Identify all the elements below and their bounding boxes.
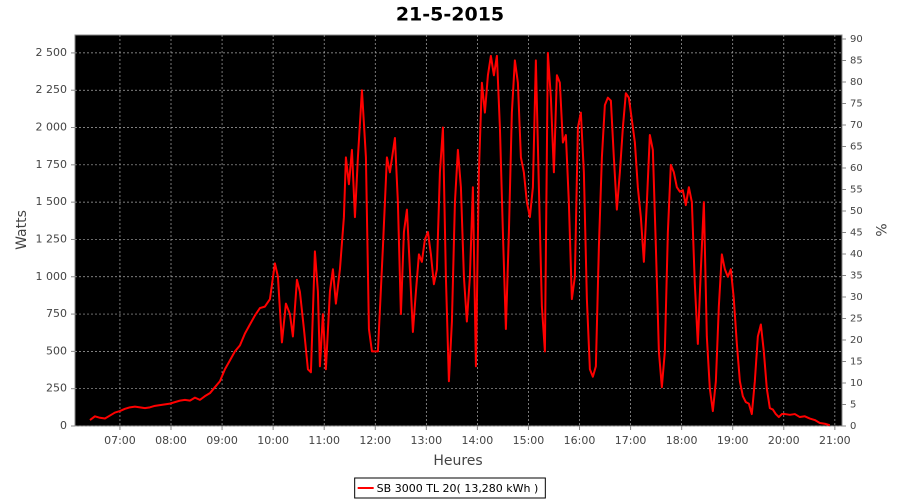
- x-tick-label: 17:00: [615, 434, 647, 447]
- y2-tick-label: 35: [850, 270, 863, 281]
- y2-tick-label: 65: [850, 141, 863, 152]
- y2-tick-label: 75: [850, 98, 863, 109]
- x-tick-label: 18:00: [666, 434, 698, 447]
- y-tick-label: 500: [46, 344, 67, 357]
- x-tick-label: 08:00: [155, 434, 187, 447]
- y2-tick-label: 40: [850, 249, 863, 260]
- y-tick-label: 1 000: [36, 270, 68, 283]
- y2-tick-label: 80: [850, 77, 863, 88]
- y-tick-label: 1 250: [36, 232, 68, 245]
- y2-axis-label: %: [872, 223, 888, 236]
- x-tick-label: 10:00: [257, 434, 289, 447]
- y-tick-label: 0: [60, 419, 67, 432]
- x-tick-label: 09:00: [206, 434, 238, 447]
- x-axis-label: Heures: [433, 453, 482, 469]
- y2-tick-label: 25: [850, 313, 863, 324]
- legend: SB 3000 TL 20( 13,280 kWh ): [354, 477, 546, 499]
- y-tick-label: 1 750: [36, 158, 68, 171]
- y-tick-label: 750: [46, 307, 67, 320]
- x-tick-label: 11:00: [308, 434, 340, 447]
- y2-tick-label: 60: [850, 163, 863, 174]
- x-tick-label: 14:00: [462, 434, 494, 447]
- y2-tick-label: 20: [850, 335, 863, 346]
- y-tick-label: 2 250: [36, 83, 68, 96]
- y2-tick-label: 85: [850, 55, 863, 66]
- y-tick-label: 2 000: [36, 121, 68, 134]
- x-tick-label: 12:00: [359, 434, 391, 447]
- x-tick-label: 21:00: [819, 434, 851, 447]
- x-tick-label: 19:00: [717, 434, 749, 447]
- y-axis-label: Watts: [14, 210, 30, 250]
- x-tick-label: 07:00: [104, 434, 136, 447]
- y2-tick-label: 55: [850, 184, 863, 195]
- legend-box: [354, 477, 546, 499]
- data-line: [89, 51, 831, 427]
- y2-tick-label: 15: [850, 356, 863, 367]
- y-tick-label: 1 500: [36, 195, 68, 208]
- chart-title: 21-5-2015: [396, 4, 504, 26]
- x-tick-label: 20:00: [768, 434, 800, 447]
- x-tick-label: 15:00: [513, 434, 545, 447]
- y2-tick-label: 70: [850, 120, 863, 131]
- x-tick-label: 13:00: [410, 434, 442, 447]
- y-tick-label: 250: [46, 382, 67, 395]
- y2-tick-label: 30: [850, 292, 863, 303]
- y2-tick-label: 0: [850, 421, 856, 432]
- legend-text: SB 3000 TL 20( 13,280 kWh ): [377, 482, 539, 495]
- y2-tick-label: 10: [850, 378, 863, 389]
- plot-area: [74, 34, 843, 427]
- y2-tick-label: 45: [850, 227, 863, 238]
- y2-tick-label: 5: [850, 399, 856, 410]
- y2-tick-label: 90: [850, 34, 863, 45]
- y-tick-label: 2 500: [36, 46, 68, 59]
- y2-tick-label: 50: [850, 206, 863, 217]
- x-tick-label: 16:00: [564, 434, 596, 447]
